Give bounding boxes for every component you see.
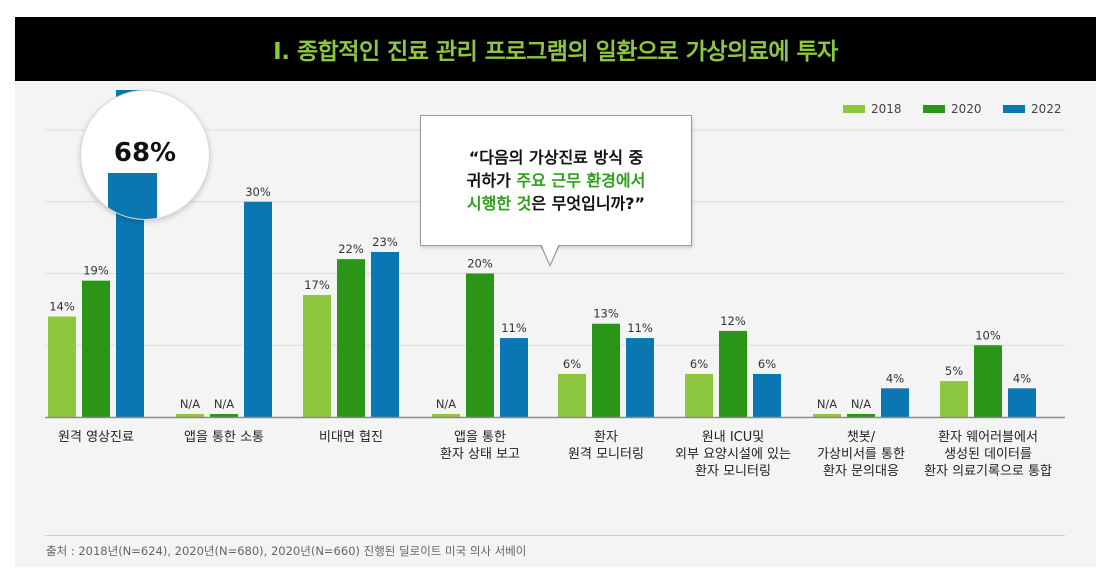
bar-2018 xyxy=(432,414,460,417)
bar-2020 xyxy=(337,259,365,417)
data-label: 10% xyxy=(975,328,1001,342)
callout-line-3-text: 은 무엇입니까?” xyxy=(531,194,646,213)
data-label: N/A xyxy=(436,397,456,411)
category-label: 환자 문의대응 xyxy=(823,464,899,479)
data-label: 20% xyxy=(467,257,493,271)
category-label: 환자 모니터링 xyxy=(695,464,771,479)
data-label: 11% xyxy=(501,321,527,335)
question-callout: “다음의 가상진료 방식 중 귀하가 주요 근무 환경에서 시행한 것은 무엇입… xyxy=(420,115,692,246)
data-label: 19% xyxy=(83,264,109,278)
bar-2022 xyxy=(244,201,272,417)
bar-2022 xyxy=(371,251,399,417)
data-label: 13% xyxy=(593,307,619,321)
bar-2018 xyxy=(48,316,76,417)
data-label: 6% xyxy=(690,357,708,371)
legend-swatch xyxy=(843,105,865,113)
category-label: 앱을 통한 소통 xyxy=(184,430,264,445)
legend-label: 2018 xyxy=(871,102,902,116)
data-label: 14% xyxy=(49,300,75,314)
bar-2020 xyxy=(210,414,238,417)
category-label: 환자 의료기록으로 통합 xyxy=(924,464,1052,479)
bar-2018 xyxy=(176,414,204,417)
bar-2020 xyxy=(466,273,494,417)
data-label: 6% xyxy=(563,357,581,371)
category-label: 가상비서를 통한 xyxy=(817,447,905,462)
bar-2022 xyxy=(881,388,909,417)
bar-2018 xyxy=(558,373,586,417)
data-label: 17% xyxy=(304,278,330,292)
callout-pointer-fill xyxy=(541,244,559,264)
data-label: 4% xyxy=(1013,371,1031,385)
page-title: Ⅰ. 종합적인 진료 관리 프로그램의 일환으로 가상의료에 투자 xyxy=(273,39,838,65)
legend-label: 2022 xyxy=(1031,102,1062,116)
legend-swatch xyxy=(923,105,945,113)
bar-2022 xyxy=(753,373,781,417)
category-label: 원격 모니터링 xyxy=(568,447,644,462)
category-label: 원내 ICU및 xyxy=(702,430,764,445)
highlight-magnifier: 68% xyxy=(80,90,210,220)
data-label: 12% xyxy=(720,314,746,328)
bar-2020 xyxy=(82,280,110,417)
category-label: 외부 요양시설에 있는 xyxy=(675,447,791,462)
data-label: 5% xyxy=(945,364,963,378)
bar-2018 xyxy=(685,373,713,417)
callout-line-3: 시행한 것은 무엇입니까?” xyxy=(467,192,645,215)
data-label: 30% xyxy=(245,185,271,199)
callout-line-2-highlight: 주요 근무 환경에서 xyxy=(516,171,646,190)
bar-2018 xyxy=(303,295,331,417)
data-label: 6% xyxy=(758,357,776,371)
category-label: 비대면 협진 xyxy=(319,430,383,445)
category-label: 원격 영상진료 xyxy=(58,430,134,445)
footer-divider xyxy=(45,535,1065,536)
legend-label: 2020 xyxy=(951,102,982,116)
callout-line-3-highlight: 시행한 것 xyxy=(466,194,532,213)
data-label: 23% xyxy=(372,235,398,249)
bar-2018 xyxy=(940,381,968,417)
source-note: 출처 : 2018년(N=624), 2020년(N=680), 2020년(N… xyxy=(46,544,527,558)
highlight-bar xyxy=(108,173,157,219)
bar-2020 xyxy=(847,414,875,417)
callout-line-2-text: 귀하가 xyxy=(466,171,517,190)
category-label: 생성된 데이터를 xyxy=(944,447,1032,462)
bar-2020 xyxy=(592,323,620,417)
bar-2020 xyxy=(974,345,1002,417)
bar-2022 xyxy=(1008,388,1036,417)
callout-line-2: 귀하가 주요 근무 환경에서 xyxy=(467,169,646,192)
bar-2022 xyxy=(500,338,528,417)
category-label: 앱을 통한 xyxy=(454,430,506,445)
data-label: N/A xyxy=(180,397,200,411)
category-label: 챗봇/ xyxy=(847,430,876,445)
bar-2022 xyxy=(626,338,654,417)
bar-2020 xyxy=(719,330,747,417)
data-label: 4% xyxy=(886,371,904,385)
category-label: 환자 상태 보고 xyxy=(440,447,520,462)
data-label: N/A xyxy=(817,397,837,411)
bar-2018 xyxy=(813,414,841,417)
header-bar: Ⅰ. 종합적인 진료 관리 프로그램의 일환으로 가상의료에 투자 xyxy=(15,17,1096,81)
category-label: 환자 웨어러블에서 xyxy=(938,430,1038,445)
data-label: N/A xyxy=(851,397,871,411)
data-label: 22% xyxy=(338,242,364,256)
callout-line-1: “다음의 가상진료 방식 중 xyxy=(468,148,644,167)
data-label: N/A xyxy=(214,397,234,411)
highlight-value: 68% xyxy=(113,138,177,168)
category-label: 환자 xyxy=(594,430,618,445)
data-label: 11% xyxy=(627,321,653,335)
legend-swatch xyxy=(1003,105,1025,113)
